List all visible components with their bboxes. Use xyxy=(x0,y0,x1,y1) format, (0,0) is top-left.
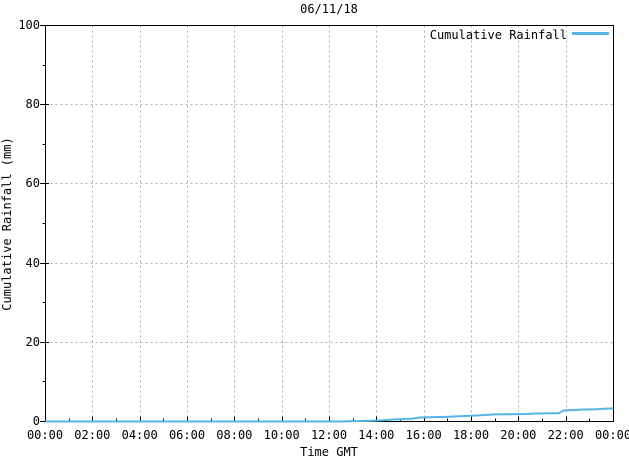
x-axis-title: Time GMT xyxy=(300,445,358,459)
plot-area xyxy=(40,25,614,423)
x-tick-label: 06:00 xyxy=(168,428,206,442)
chart-title: 06/11/18 xyxy=(300,2,358,16)
x-tick-label: 18:00 xyxy=(452,428,490,442)
y-tick-label: 60 xyxy=(25,176,40,191)
x-tick-label: 20:00 xyxy=(500,428,537,442)
x-tick-label: 22:00 xyxy=(547,428,584,442)
x-tick-label: 08:00 xyxy=(216,428,253,442)
x-tick-label: 04:00 xyxy=(121,428,158,442)
x-tick-label: 14:00 xyxy=(358,428,395,442)
legend-label: Cumulative Rainfall xyxy=(429,28,567,42)
y-tick-label: 20 xyxy=(25,334,40,349)
x-tick-label: 10:00 xyxy=(263,428,300,442)
x-tick-label: 00:00 xyxy=(26,428,64,442)
y-tick-label: 80 xyxy=(25,97,40,112)
y-tick-label: 0 xyxy=(32,414,40,428)
y-tick-label: 100 xyxy=(18,18,40,32)
y-tick-label: 40 xyxy=(25,255,40,270)
x-tick-label: 00:00 xyxy=(594,428,629,442)
y-axis-title: Cumulative Rainfall (mm) xyxy=(0,137,14,311)
legend-line-sample-icon xyxy=(572,32,609,35)
x-tick-label: 02:00 xyxy=(74,428,111,442)
x-tick-label: 16:00 xyxy=(405,428,442,442)
rainfall-series-line xyxy=(45,407,614,423)
x-tick-label: 12:00 xyxy=(310,428,348,442)
